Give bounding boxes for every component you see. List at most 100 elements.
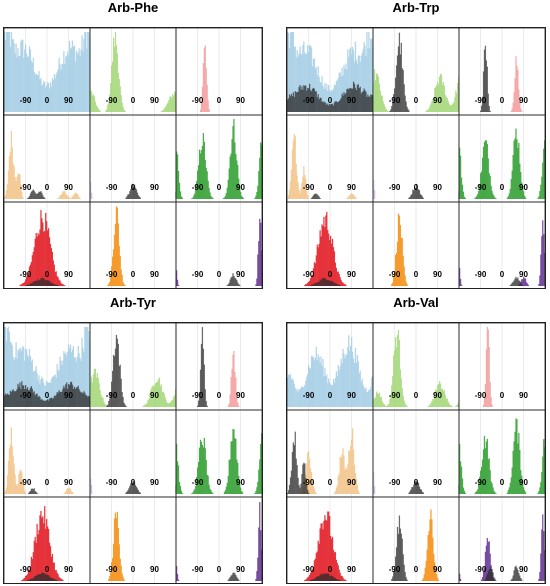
histogram-bar — [142, 405, 144, 407]
histogram-bar — [261, 549, 262, 581]
histogram-bar — [365, 55, 367, 112]
panel-2-1: -90 0 90 — [372, 201, 460, 288]
histogram-bar — [394, 337, 397, 407]
overlay-bar — [113, 356, 116, 407]
histogram-bar — [297, 182, 299, 199]
overlay-bar — [59, 391, 61, 407]
histogram-bar — [207, 180, 209, 199]
histogram-bar — [291, 149, 294, 199]
histogram-bar — [28, 46, 31, 112]
histogram-bar — [378, 392, 380, 407]
histogram-bar — [47, 383, 50, 407]
overlay-bar — [56, 580, 58, 581]
overlay-bar — [66, 382, 68, 407]
overlay-bar — [48, 398, 51, 407]
histogram-bar — [357, 55, 359, 112]
histogram-bar — [436, 574, 438, 581]
histogram-bar — [486, 143, 488, 199]
overlay-bar — [319, 574, 321, 581]
overlay-bar — [71, 384, 74, 407]
histogram-bar — [386, 405, 388, 407]
histogram-bar — [254, 493, 256, 494]
histogram-bar — [19, 174, 21, 199]
overlay-bar — [308, 88, 310, 112]
histogram-bar — [202, 133, 205, 199]
histogram-bar — [38, 530, 40, 581]
histogram-bar — [47, 230, 49, 286]
histogram-bar — [202, 447, 205, 494]
x-tick-label: -90 — [389, 565, 401, 574]
histogram-bar — [459, 461, 462, 494]
overlay-bar — [27, 197, 30, 199]
overlay-bar — [233, 572, 235, 581]
histogram-bar — [400, 237, 402, 286]
histogram-bar — [406, 406, 408, 407]
histogram-bar — [311, 569, 314, 581]
histogram-bar — [61, 193, 63, 199]
histogram-bar — [164, 396, 166, 407]
x-tick-label: 90 — [64, 96, 73, 105]
block-title: Arb-Trp — [392, 0, 440, 15]
overlay-bar — [235, 278, 237, 286]
histogram-bar — [111, 558, 114, 581]
histogram-bar — [32, 552, 34, 581]
histogram-bar — [318, 243, 320, 286]
overlay-bar — [295, 458, 297, 494]
x-tick-label: -90 — [303, 565, 315, 574]
overlay-bar — [56, 284, 58, 286]
histogram-bar — [50, 379, 53, 407]
overlay-bar — [312, 284, 315, 286]
histogram-bar — [336, 80, 338, 112]
histogram-bar — [7, 327, 10, 407]
histogram-bar — [459, 278, 462, 286]
histogram-bar — [224, 490, 226, 494]
histogram-bar — [328, 233, 330, 286]
histogram-bar — [111, 61, 114, 112]
histogram-bar — [53, 74, 55, 112]
histogram-bar — [20, 184, 22, 199]
histogram-bar — [481, 577, 484, 581]
histogram-bar — [513, 92, 515, 112]
overlay-bar — [10, 392, 12, 407]
x-tick-label: 0 — [328, 183, 333, 192]
histogram-bar — [325, 88, 327, 112]
histogram-bar — [363, 42, 365, 112]
overlay-bar — [334, 283, 337, 286]
histogram-bar — [377, 76, 380, 112]
histogram-bar — [207, 475, 209, 494]
histogram-bar — [195, 187, 197, 199]
histogram-bar — [228, 459, 230, 494]
x-tick-label: 90 — [150, 478, 159, 487]
overlay-bar — [87, 396, 89, 407]
histogram-bar — [28, 349, 31, 407]
histogram-bar — [40, 510, 42, 581]
histogram-bar — [93, 368, 96, 407]
overlay-bar — [50, 578, 53, 581]
histogram-bar — [316, 360, 318, 407]
histogram-bar — [444, 395, 446, 407]
overlay-bar — [57, 392, 59, 407]
histogram-bar — [42, 84, 44, 112]
x-tick-label: 90 — [433, 183, 442, 192]
histogram-bar — [376, 74, 379, 112]
overlay-bar — [335, 101, 337, 112]
histogram-bar — [122, 282, 124, 286]
histogram-bar — [38, 234, 40, 286]
histogram-bar — [324, 82, 326, 112]
overlay-bar — [39, 192, 41, 199]
histogram-bar — [65, 352, 67, 407]
overlay-bar — [360, 93, 362, 112]
overlay-bar — [329, 103, 331, 112]
histogram-bar — [357, 490, 359, 494]
histogram-bar — [404, 275, 406, 286]
overlay-bar — [349, 88, 351, 112]
overlay-bar — [310, 91, 313, 112]
histogram-bar — [21, 351, 23, 407]
histogram-bar — [13, 464, 15, 494]
histogram-bar — [344, 358, 346, 407]
overlay-bar — [394, 77, 397, 112]
histogram-bar — [116, 207, 119, 286]
histogram-bar — [337, 476, 339, 494]
overlay-bar — [43, 278, 45, 286]
panel-2-2: -90 0 90 — [175, 496, 262, 583]
